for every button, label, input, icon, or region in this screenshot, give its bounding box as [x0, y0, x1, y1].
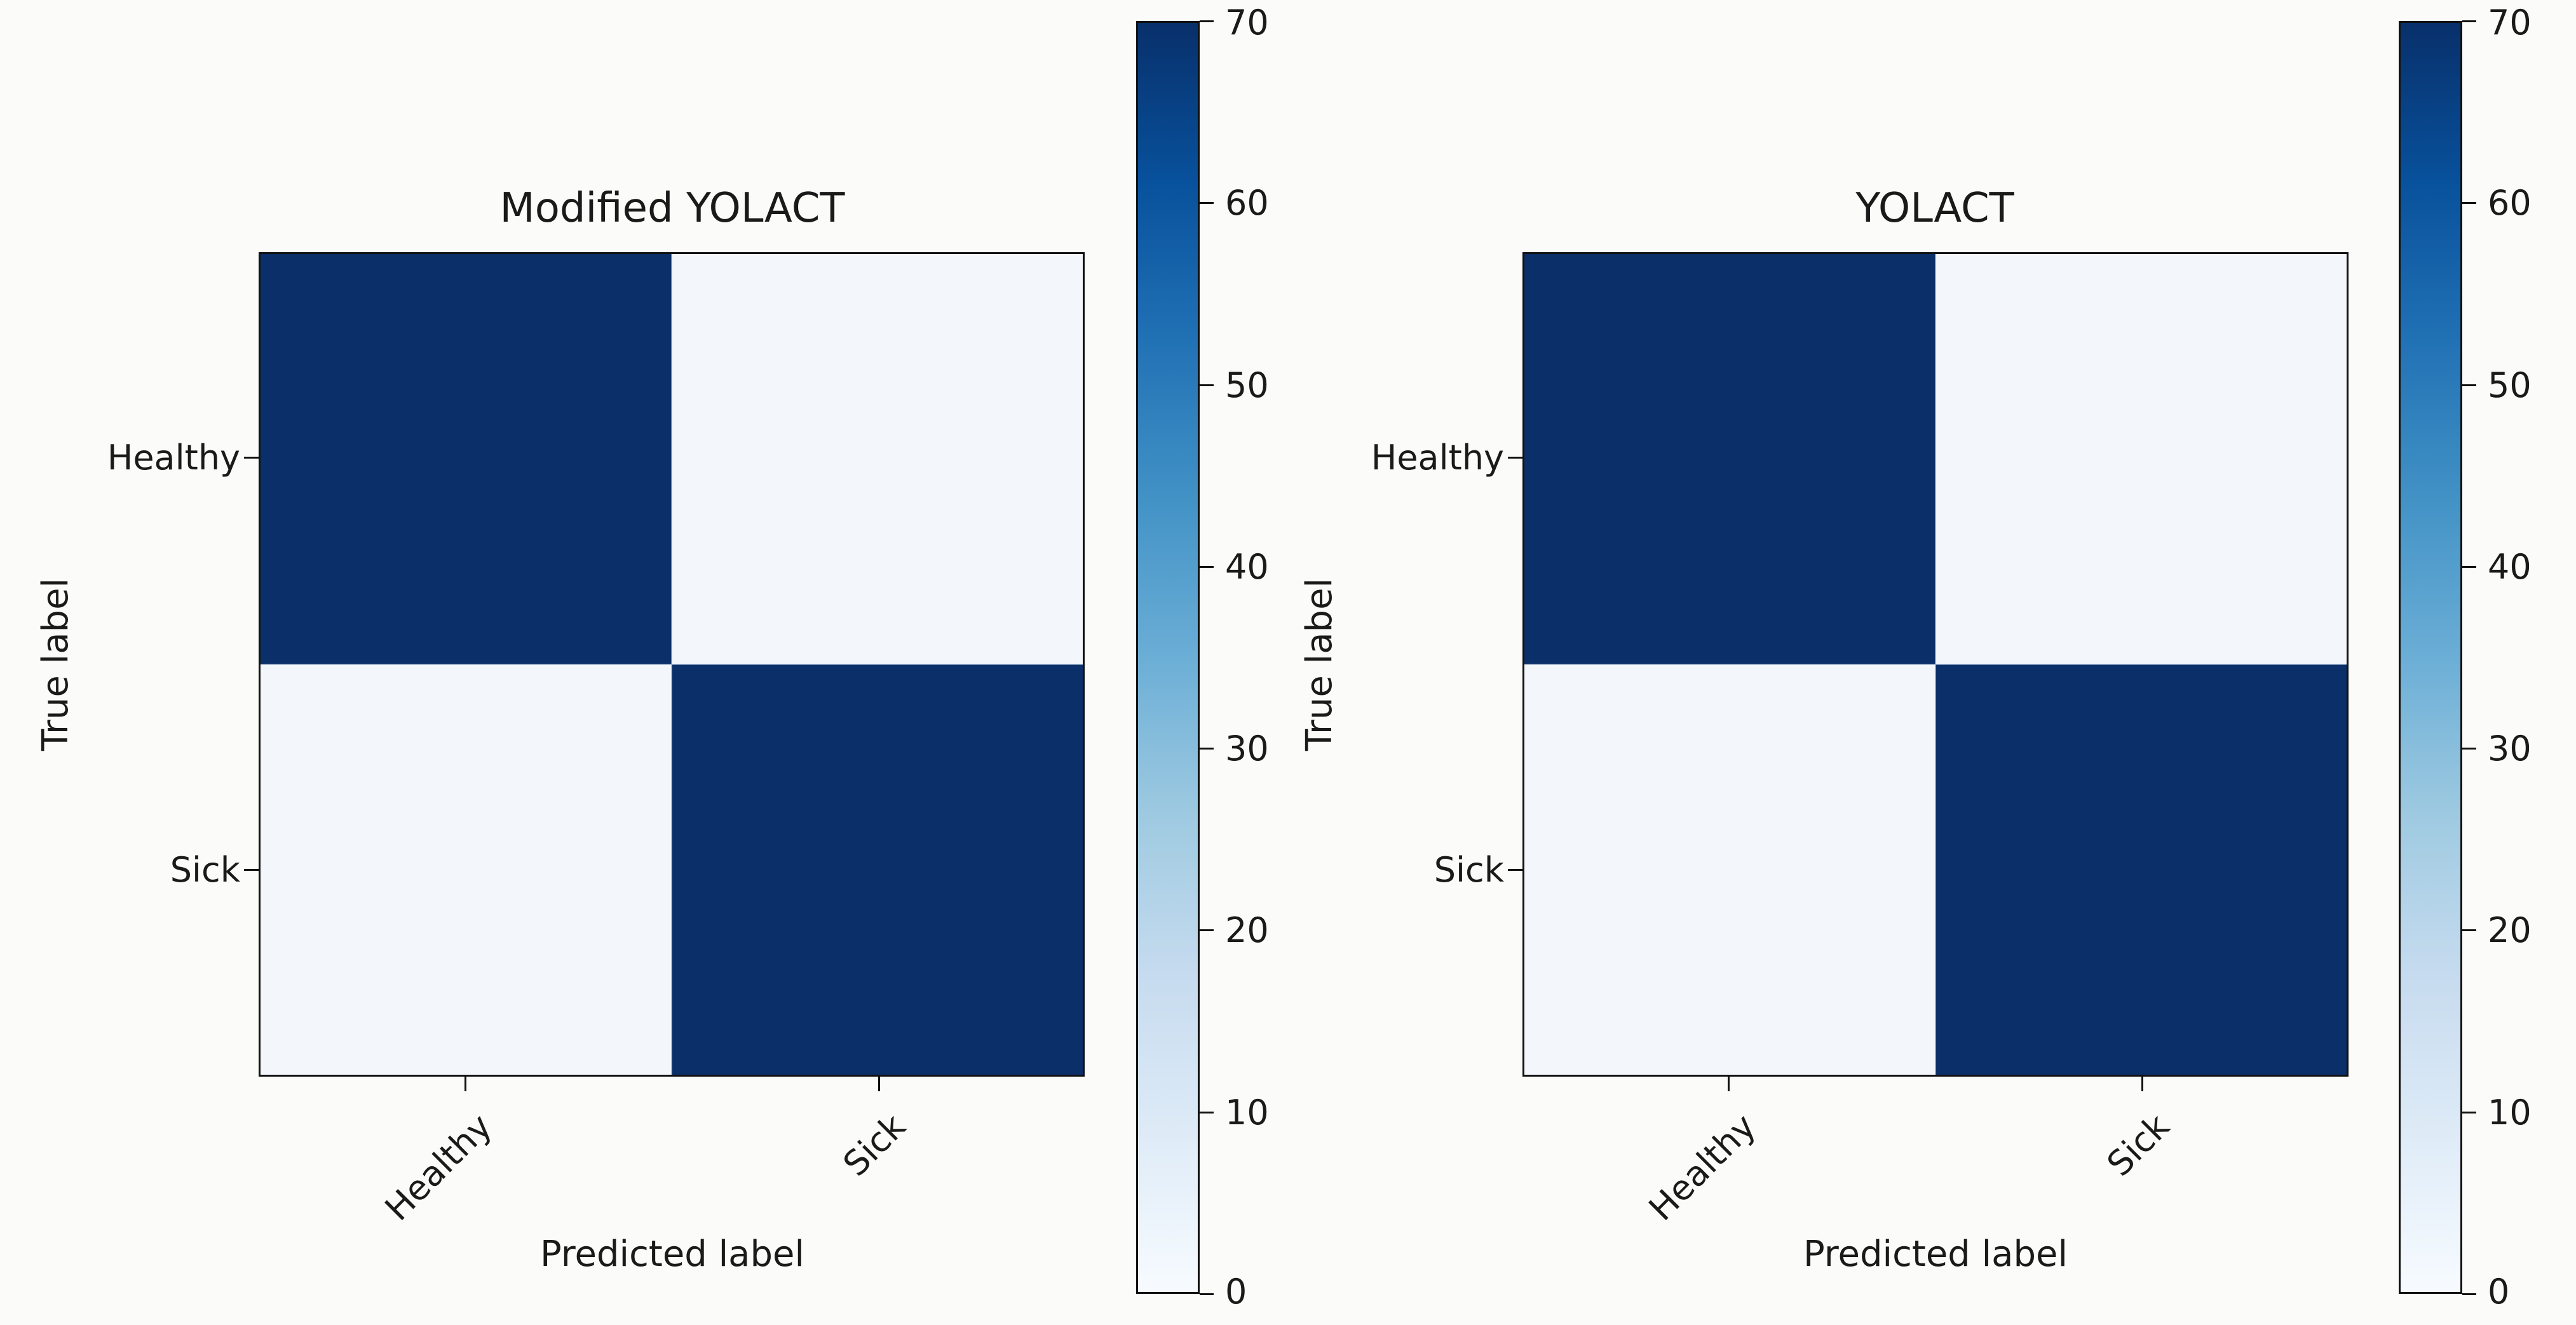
- colorbar-tick-mark: [1200, 748, 1214, 750]
- panel-a-cell-true-sick-pred-sick: [672, 664, 1083, 1075]
- colorbar-tick-mark: [1200, 566, 1214, 568]
- colorbar-tick-label: 10: [2488, 1093, 2532, 1133]
- colorbar-tick-mark: [2462, 566, 2476, 568]
- colorbar-tick-label: 40: [1225, 547, 1269, 587]
- colorbar-tick-mark: [1200, 384, 1214, 386]
- colorbar-tick-mark: [2462, 929, 2476, 931]
- panel-a-title: Modified YOLACT: [499, 185, 845, 232]
- panel-b-cell-true-sick-pred-healthy: [1524, 664, 1935, 1075]
- colorbar-tick-mark: [2462, 20, 2476, 22]
- colorbar-tick-label: 30: [2488, 729, 2532, 769]
- colorbar-tick-mark: [1200, 1112, 1214, 1113]
- colorbar-tick-mark: [1200, 1293, 1214, 1295]
- panel-a-xtick-mark: [878, 1077, 880, 1091]
- colorbar-tick-mark: [2462, 748, 2476, 750]
- panel-a-cell-true-sick-pred-healthy: [261, 664, 672, 1075]
- panel-a-colorbar-gradient: [1136, 21, 1200, 1294]
- colorbar-tick-label: 20: [1225, 910, 1269, 950]
- panel-a-ytick-label-sick: Sick: [170, 850, 240, 890]
- panel-a-xtick-label-healthy: Healthy: [377, 1106, 500, 1228]
- panel-b-xtick-mark: [2141, 1077, 2143, 1091]
- panel-b-ytick-label-healthy: Healthy: [1371, 438, 1504, 478]
- colorbar-tick-label: 20: [2488, 910, 2532, 950]
- colorbar-tick-mark: [1200, 929, 1214, 931]
- panel-b-xtick-mark: [1728, 1077, 1730, 1091]
- colorbar-tick-mark: [1200, 202, 1214, 204]
- colorbar-tick-label: 70: [2488, 3, 2532, 43]
- panel-b-ytick-mark: [1508, 457, 1522, 459]
- colorbar-tick-mark: [1200, 20, 1214, 22]
- panel-a-cell-true-healthy-pred-sick: [672, 254, 1083, 664]
- panel-b-colorbar-gradient: [2399, 21, 2462, 1294]
- panel-b-title: YOLACT: [1855, 185, 2014, 232]
- cell-divider-vertical: [671, 254, 672, 1075]
- panel-a-ytick-label-healthy: Healthy: [107, 438, 240, 478]
- panel-b-cell-true-healthy-pred-sick: [1935, 254, 2347, 664]
- colorbar-tick-label: 60: [2488, 183, 2532, 223]
- panel-a-xtick-mark: [464, 1077, 466, 1091]
- panel-a-xtick-label-sick: Sick: [835, 1106, 914, 1184]
- panel-b-xtick-label-sick: Sick: [2099, 1106, 2178, 1184]
- panel-b-cell-true-healthy-pred-healthy: [1524, 254, 1935, 664]
- colorbar-tick-mark: [2462, 202, 2476, 204]
- colorbar-tick-mark: [2462, 1293, 2476, 1295]
- panel-a-ytick-mark: [244, 869, 259, 871]
- panel-b-ytick-mark: [1508, 869, 1522, 871]
- colorbar-tick-label: 0: [2488, 1272, 2510, 1312]
- colorbar-tick-label: 70: [1225, 3, 1269, 43]
- panel-a-confusion-matrix: [259, 252, 1085, 1077]
- panel-b-xlabel: Predicted label: [1803, 1234, 2068, 1275]
- colorbar-tick-mark: [2462, 1112, 2476, 1113]
- colorbar-tick-label: 50: [1225, 365, 1269, 405]
- panel-a-ytick-mark: [244, 457, 259, 459]
- panel-a-cell-true-healthy-pred-healthy: [261, 254, 672, 664]
- panel-b-xtick-label-healthy: Healthy: [1641, 1106, 1764, 1228]
- colorbar-tick-label: 50: [2488, 365, 2532, 405]
- colorbar-tick-label: 30: [1225, 729, 1269, 769]
- panel-b-ylabel: True label: [1299, 577, 1340, 751]
- cell-divider-vertical: [1935, 254, 1936, 1075]
- colorbar-tick-label: 0: [1225, 1272, 1247, 1312]
- colorbar-tick-mark: [2462, 384, 2476, 386]
- panel-a-ylabel: True label: [35, 577, 76, 751]
- panel-b-cell-true-sick-pred-sick: [1935, 664, 2347, 1075]
- colorbar-tick-label: 60: [1225, 183, 1269, 223]
- panel-b-confusion-matrix: [1522, 252, 2349, 1077]
- panel-b-ytick-label-sick: Sick: [1434, 850, 1504, 890]
- colorbar-tick-label: 40: [2488, 547, 2532, 587]
- colorbar-tick-label: 10: [1225, 1093, 1269, 1133]
- panel-a-xlabel: Predicted label: [539, 1234, 805, 1275]
